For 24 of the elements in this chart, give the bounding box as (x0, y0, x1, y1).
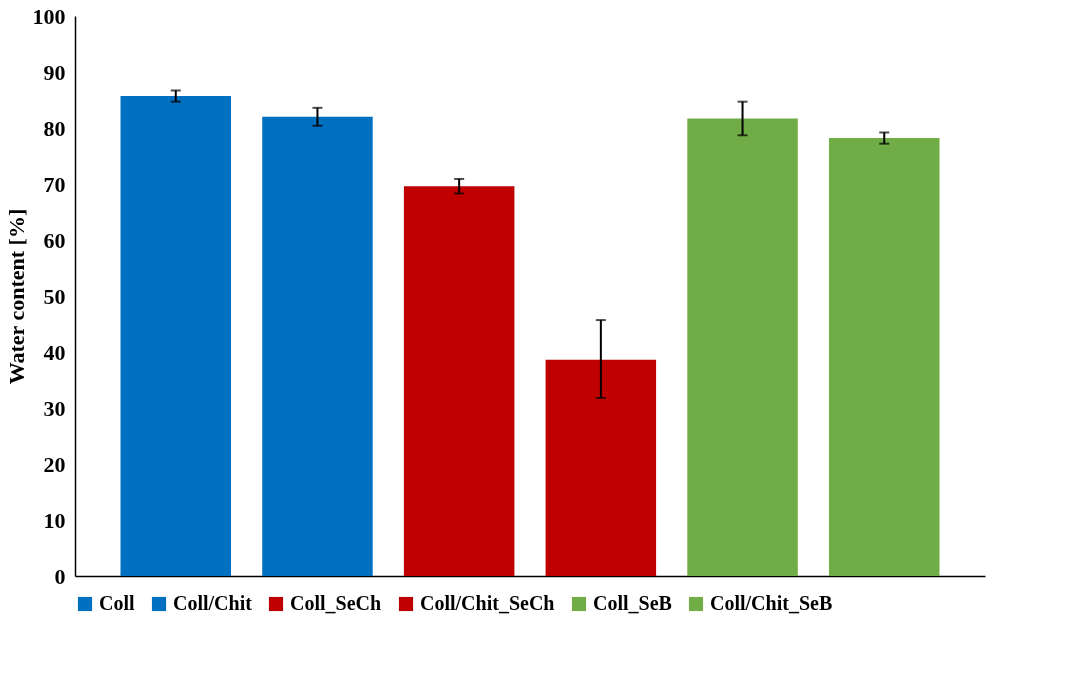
legend-label: Coll/Chit (173, 592, 253, 614)
y-tick-label: 10 (43, 507, 66, 533)
y-tick-label: 90 (43, 59, 66, 85)
y-tick-label: 30 (43, 395, 66, 421)
legend-label: Coll_SeB (593, 592, 672, 614)
legend-label: Coll_SeCh (290, 592, 382, 614)
y-tick-label: 80 (43, 115, 66, 141)
y-tick-label: 40 (43, 339, 66, 365)
bar (262, 116, 373, 576)
y-tick-label: 60 (43, 227, 66, 253)
y-tick-label: 50 (43, 283, 66, 309)
bar (687, 118, 798, 576)
y-axis-title: Water content [%] (3, 208, 29, 385)
bar (120, 96, 232, 576)
y-tick-label: 100 (32, 3, 66, 29)
y-tick-label: 20 (43, 451, 66, 477)
bar (403, 186, 515, 576)
legend-label: Coll/Chit_SeCh (420, 592, 555, 614)
legend-label: Coll/Chit_SeB (710, 592, 833, 614)
bar (828, 138, 940, 576)
y-tick-label: 70 (43, 171, 66, 197)
legend-label: Coll (99, 592, 135, 614)
bar (545, 359, 657, 576)
y-tick-label: 0 (54, 563, 66, 589)
